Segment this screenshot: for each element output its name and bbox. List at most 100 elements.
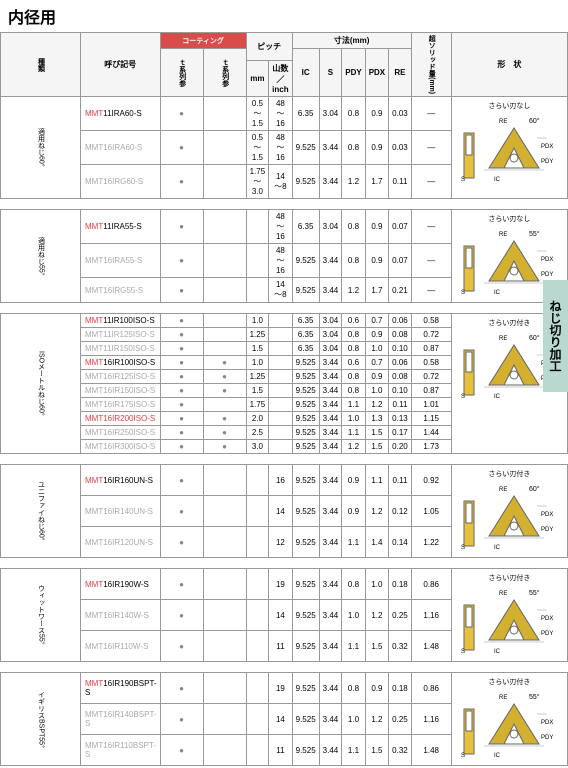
mm xyxy=(246,631,269,662)
pdy: 0.9 xyxy=(342,496,365,527)
table-row: イギリスBSPT55°MMT16IR190BSPT-S●199.5253.440… xyxy=(1,673,568,704)
shape-diagram: さらい刃なし 60° RE PDX PDY IC S xyxy=(451,97,567,199)
re: 0.32 xyxy=(389,631,412,662)
inch xyxy=(269,342,292,356)
mm xyxy=(246,569,269,600)
page-title: 内径用 xyxy=(0,0,568,32)
chip: 0.58 xyxy=(411,356,451,370)
dot1: ● xyxy=(160,165,203,199)
pdy: 0.8 xyxy=(342,673,365,704)
re: 0.08 xyxy=(389,328,412,342)
col-coating: コーティング xyxy=(160,33,246,49)
chip: — xyxy=(411,97,451,131)
s: 3.44 xyxy=(319,398,342,412)
svg-text:RE: RE xyxy=(499,487,507,493)
inch: 16 xyxy=(269,465,292,496)
chip: 0.72 xyxy=(411,328,451,342)
dot2 xyxy=(203,165,246,199)
svg-text:PDX: PDX xyxy=(541,720,553,726)
dot1: ● xyxy=(160,704,203,735)
dot1: ● xyxy=(160,527,203,558)
re: 0.21 xyxy=(389,278,412,303)
ic: 6.35 xyxy=(292,342,319,356)
svg-text:IC: IC xyxy=(494,753,501,759)
s: 3.04 xyxy=(319,342,342,356)
pdx: 0.9 xyxy=(365,244,388,278)
col-re: RE xyxy=(389,49,412,97)
re: 0.12 xyxy=(389,496,412,527)
table-row: ユニファイねじ60°MMT16IR160UN-S●169.5253.440.91… xyxy=(1,465,568,496)
section-label: ユニファイねじ60° xyxy=(1,465,81,558)
re: 0.17 xyxy=(389,426,412,440)
col-shape: 形 状 xyxy=(451,33,567,97)
ic: 9.525 xyxy=(292,426,319,440)
pdx: 1.2 xyxy=(365,704,388,735)
s: 3.44 xyxy=(319,569,342,600)
product-name: MMT16IR250ISO-S xyxy=(81,426,161,440)
re: 0.07 xyxy=(389,244,412,278)
dot2 xyxy=(203,704,246,735)
pdx: 1.0 xyxy=(365,384,388,398)
col-pitch: ピッチ xyxy=(246,33,292,61)
pdy: 1.1 xyxy=(342,631,365,662)
dot1: ● xyxy=(160,314,203,328)
inch xyxy=(269,384,292,398)
pdy: 0.8 xyxy=(342,210,365,244)
s: 3.44 xyxy=(319,465,342,496)
product-name: MMT11IRA55-S xyxy=(81,210,161,244)
dot1: ● xyxy=(160,328,203,342)
spec-table: 種類 呼び記号 コーティング ピッチ 寸法(mm) 超ソリッド量(mm) 形 状… xyxy=(0,32,568,768)
ic: 9.525 xyxy=(292,569,319,600)
product-name: MMT11IRA60-S xyxy=(81,97,161,131)
col-dims: 寸法(mm) xyxy=(292,33,411,49)
s: 3.44 xyxy=(319,426,342,440)
dot1: ● xyxy=(160,244,203,278)
dot2 xyxy=(203,398,246,412)
col-chip: 超ソリッド量(mm) xyxy=(411,33,451,97)
pdy: 0.8 xyxy=(342,244,365,278)
s: 3.44 xyxy=(319,278,342,303)
col-pdy: PDY xyxy=(342,49,365,97)
mm xyxy=(246,735,269,766)
dot2 xyxy=(203,465,246,496)
re: 0.07 xyxy=(389,210,412,244)
svg-text:RE: RE xyxy=(499,591,507,597)
chip: — xyxy=(411,244,451,278)
chip: — xyxy=(411,278,451,303)
ic: 9.525 xyxy=(292,384,319,398)
svg-text:PDY: PDY xyxy=(541,159,553,165)
ic: 9.525 xyxy=(292,673,319,704)
chip: 1.22 xyxy=(411,527,451,558)
dot1: ● xyxy=(160,278,203,303)
dot1: ● xyxy=(160,412,203,426)
dot1: ● xyxy=(160,131,203,165)
mm xyxy=(246,465,269,496)
mm: 1.0 xyxy=(246,314,269,328)
chip: 0.92 xyxy=(411,465,451,496)
dot2 xyxy=(203,328,246,342)
col-cat: 種類 xyxy=(1,33,81,97)
mm xyxy=(246,496,269,527)
pdx: 1.0 xyxy=(365,342,388,356)
re: 0.14 xyxy=(389,527,412,558)
mm xyxy=(246,244,269,278)
pdx: 0.9 xyxy=(365,131,388,165)
svg-text:RE: RE xyxy=(499,336,507,342)
chip: 1.15 xyxy=(411,412,451,426)
ic: 9.525 xyxy=(292,735,319,766)
section-label: ウィットワース55° xyxy=(1,569,81,662)
mm xyxy=(246,704,269,735)
ic: 6.35 xyxy=(292,97,319,131)
svg-text:60°: 60° xyxy=(529,485,540,493)
dot1: ● xyxy=(160,342,203,356)
pdx: 1.2 xyxy=(365,600,388,631)
chip: 1.16 xyxy=(411,600,451,631)
mm: 1.25 xyxy=(246,328,269,342)
ic: 6.35 xyxy=(292,328,319,342)
product-name: MMT16IR140BSPT-S xyxy=(81,704,161,735)
s: 3.44 xyxy=(319,412,342,426)
mm xyxy=(246,527,269,558)
re: 0.10 xyxy=(389,384,412,398)
chip: — xyxy=(411,165,451,199)
col-pitch-inch: 山数／inch xyxy=(269,61,292,97)
